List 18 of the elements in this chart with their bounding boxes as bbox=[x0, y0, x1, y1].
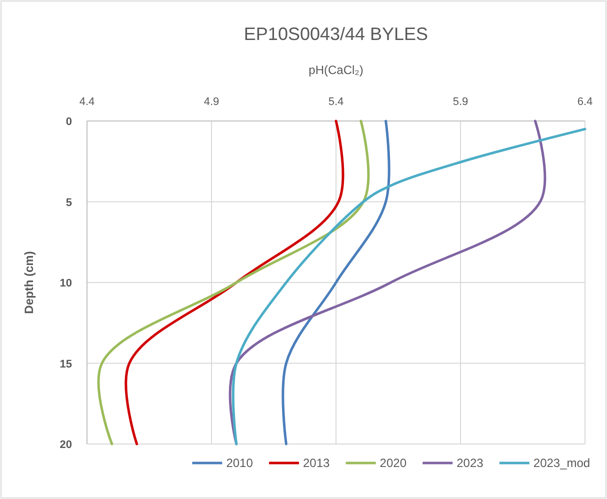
x-tick-label: 6.4 bbox=[577, 96, 593, 108]
x-tick-label: 5.9 bbox=[452, 96, 468, 108]
x-tick-label: 4.4 bbox=[79, 96, 95, 108]
chart-title: EP10S0043/44 BYLES bbox=[244, 24, 428, 44]
legend-label: 2013 bbox=[303, 456, 330, 470]
x-tick-label: 5.4 bbox=[328, 96, 344, 108]
y-tick-label: 5 bbox=[66, 196, 72, 209]
y-tick-label: 15 bbox=[60, 358, 72, 370]
y-axis-title: Depth (cm) bbox=[22, 251, 36, 314]
y-tick-label: 10 bbox=[60, 278, 72, 290]
legend-label: 2023_mod bbox=[533, 456, 590, 470]
x-tick-label: 4.9 bbox=[204, 96, 220, 108]
legend-label: 2023 bbox=[456, 456, 484, 470]
legend-label: 2020 bbox=[380, 456, 407, 470]
x-axis-title: pH(CaCl₂) bbox=[308, 63, 364, 77]
y-tick-label: 0 bbox=[66, 116, 72, 128]
y-tick-label: 20 bbox=[60, 439, 72, 451]
legend-label: 2010 bbox=[226, 456, 254, 470]
